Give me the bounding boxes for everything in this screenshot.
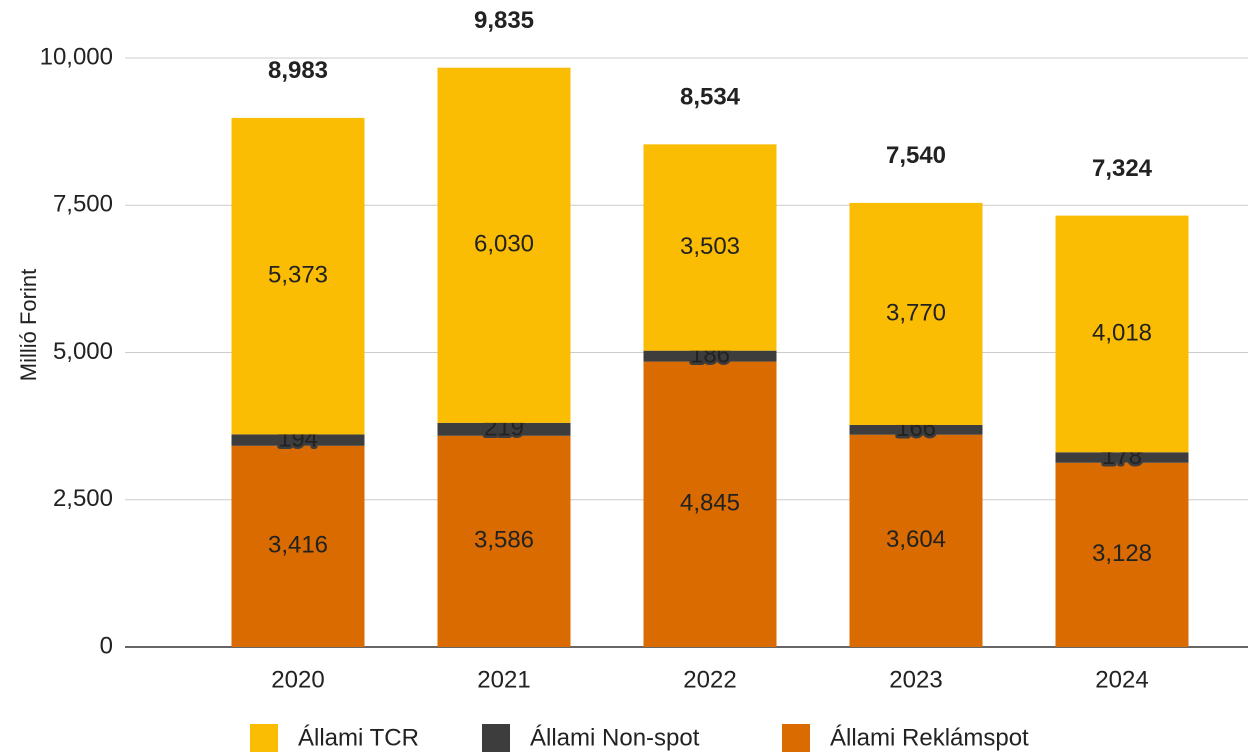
bar-segment [1055,215,1189,453]
value-label: 3,770 [886,299,946,326]
value-label: 3,128 [1092,540,1152,567]
y-tick-label: 5,000 [53,338,113,365]
bar-segment [231,434,365,446]
legend-swatch [482,724,510,752]
value-label: 3,416 [268,532,328,559]
x-tick-label: 2023 [889,666,942,693]
legend-swatch [782,724,810,752]
bar-segment [643,361,777,647]
total-label: 7,324 [1092,155,1153,182]
bar-segment [849,434,983,647]
bar-segment [1055,462,1189,647]
bar-segment [437,67,571,423]
x-tick-label: 2020 [271,666,324,693]
y-tick-label: 0 [100,632,113,659]
total-label: 8,534 [680,84,741,111]
bar-segment [1055,452,1189,463]
x-tick-label: 2022 [683,666,736,693]
bar-segment [643,350,777,362]
bar-segment [437,435,571,647]
value-label: 6,030 [474,231,534,258]
legend-label: Állami Reklámspot [830,724,1029,751]
legend-label: Állami Non-spot [530,724,700,751]
value-label: 3,586 [474,527,534,554]
value-label: 4,845 [680,490,740,517]
bar-segment [849,424,983,435]
bar-segment [849,202,983,425]
bar-segment [437,422,571,436]
bar-segment [643,144,777,351]
total-label: 7,540 [886,142,946,169]
y-tick-label: 7,500 [53,191,113,218]
bar-segment [231,117,365,435]
x-tick-label: 2021 [477,666,530,693]
x-tick-label: 2024 [1095,666,1148,693]
y-tick-label: 2,500 [53,485,113,512]
total-label: 9,835 [474,7,534,34]
value-label: 5,373 [268,261,328,288]
y-tick-label: 10,000 [40,43,113,70]
value-label: 3,503 [680,233,740,260]
legend-swatch [250,724,278,752]
value-label: 4,018 [1092,319,1152,346]
bar-segment [231,445,365,647]
total-label: 8,983 [268,57,328,84]
y-axis-label: Millió Forint [16,269,41,381]
value-label: 3,604 [886,526,946,553]
legend-label: Állami TCR [298,724,419,751]
